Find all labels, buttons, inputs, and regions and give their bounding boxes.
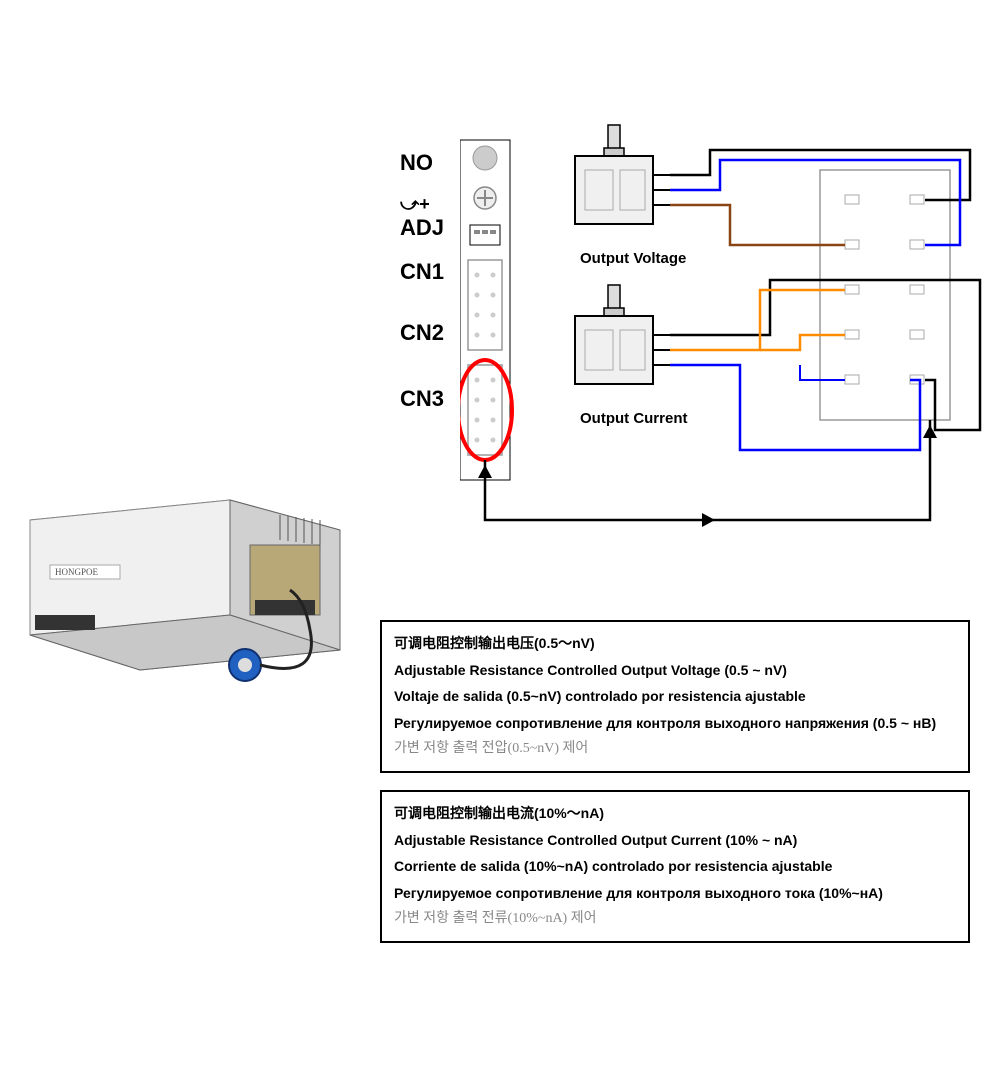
label-no: NO	[400, 150, 444, 176]
label-cn2: CN2	[400, 320, 444, 346]
voltage-ko: 가변 저항 출력 전압(0.5~nV) 제어	[394, 736, 956, 763]
voltage-es: Voltaje de salida (0.5~nV) controlado po…	[394, 683, 956, 710]
voltage-info-box: 可调电阻控制输出电压(0.5～nV) Adjustable Resistance…	[380, 620, 970, 773]
voltage-zh: 可调电阻控制输出电压(0.5～nV)	[394, 630, 956, 657]
connector-label-column: NO ⤻+ ADJ CN1 CN2 CN3	[400, 150, 444, 430]
label-cn3: CN3	[400, 386, 444, 412]
output-current-label: Output Current	[580, 410, 687, 427]
label-adj-arrow: ⤻+	[400, 194, 444, 215]
psu-illustration: HONGPOE	[20, 470, 360, 710]
label-adj: ADJ	[400, 215, 444, 241]
output-voltage-label: Output Voltage	[580, 250, 686, 267]
potentiometer-current	[575, 285, 670, 384]
label-cn1: CN1	[400, 259, 444, 285]
wiring-diagram	[460, 120, 990, 550]
current-es: Corriente de salida (10%~nA) controlado …	[394, 853, 956, 880]
psu-brand-text: HONGPOE	[55, 567, 99, 577]
current-zh: 可调电阻控制输出电流(10%～nA)	[394, 800, 956, 827]
current-ko: 가변 저항 출력 전류(10%~nA) 제어	[394, 906, 956, 933]
current-en: Adjustable Resistance Controlled Output …	[394, 827, 956, 854]
potentiometer-voltage	[575, 125, 670, 224]
voltage-ru: Регулируемое сопротивление для контроля …	[394, 710, 956, 737]
current-ru: Регулируемое сопротивление для контроля …	[394, 880, 956, 907]
current-info-box: 可调电阻控制输出电流(10%～nA) Adjustable Resistance…	[380, 790, 970, 943]
voltage-en: Adjustable Resistance Controlled Output …	[394, 657, 956, 684]
